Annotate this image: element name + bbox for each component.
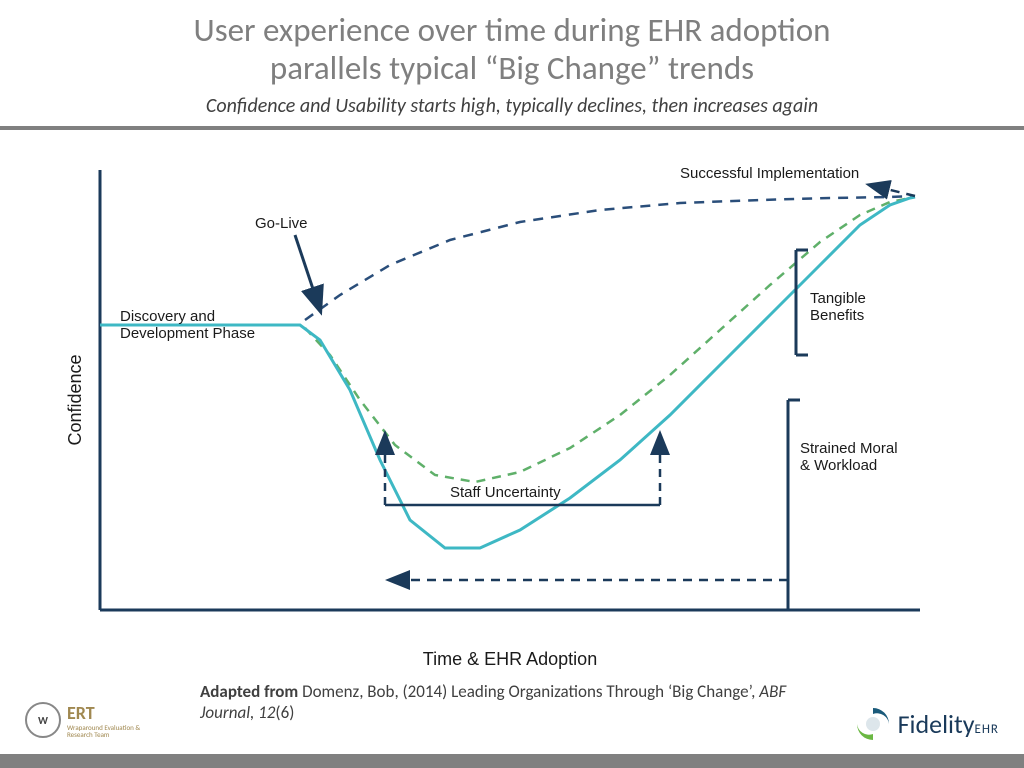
bottom-divider [0,754,1024,768]
citation: Adapted from Domenz, Bob, (2014) Leading… [200,681,800,723]
y-axis-label: Confidence [65,354,86,445]
confidence-chart: Confidence Time & EHR Adoption Go-Live D… [60,160,960,640]
annotation-discovery: Discovery and Development Phase [120,308,255,343]
fidelity-swirl-icon [854,705,892,743]
annotation-go-live: Go-Live [255,215,308,232]
top-divider [0,126,1024,130]
title-line-2: parallels typical “Big Change” trends [270,48,754,88]
annotation-strained: Strained Moral & Workload [800,440,898,475]
slide-subtitle: Confidence and Usability starts high, ty… [0,94,1024,118]
wert-badge-icon: W [25,702,61,738]
title-line-1: User experience over time during EHR ado… [194,10,831,50]
citation-prefix: Adapted from [200,681,302,702]
chart-svg [60,160,960,640]
wert-text: ERT [67,702,140,724]
wert-logo: W ERT Wraparound Evaluation & Research T… [25,702,140,738]
wert-sub-2: Research Team [67,731,140,738]
annotation-tangible: Tangible Benefits [810,290,866,325]
citation-suffix: (6) [275,702,294,723]
citation-body: Domenz, Bob, (2014) Leading Organization… [302,681,759,702]
annotation-successful: Successful Implementation [680,165,859,182]
fidelity-logo: FidelityEHR [854,705,999,743]
annotation-staff-uncertainty: Staff Uncertainty [450,484,561,501]
slide-title: User experience over time during EHR ado… [0,0,1024,88]
fidelity-text: FidelityEHR [898,708,999,740]
x-axis-label: Time & EHR Adoption [423,649,597,670]
